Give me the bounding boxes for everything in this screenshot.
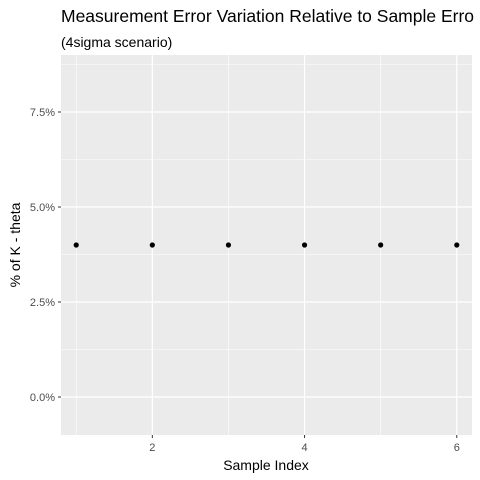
x-axis-title: Sample Index (223, 457, 309, 473)
data-point (454, 242, 460, 248)
y-axis-title: % of K - theta (7, 202, 23, 287)
x-tick-label: 6 (454, 442, 460, 454)
chart-subtitle: (4sigma scenario) (61, 34, 172, 50)
data-point (149, 242, 155, 248)
y-tick-label: 7.5% (30, 107, 55, 119)
y-tick-label: 0.0% (30, 392, 55, 404)
data-point (301, 242, 308, 248)
x-tick-label: 4 (301, 442, 307, 454)
plot-panel (61, 55, 472, 435)
y-axis-ticks: 0.0% 2.5% 5.0% 7.5% (30, 107, 61, 404)
y-tick-label: 2.5% (30, 297, 55, 309)
data-point (378, 242, 384, 248)
x-tick-label: 2 (149, 442, 155, 454)
x-axis-ticks: 2 4 6 (149, 435, 460, 454)
data-points (73, 242, 460, 248)
data-point (73, 242, 79, 248)
data-point (225, 242, 232, 248)
y-tick-label: 5.0% (30, 202, 55, 214)
chart-title: Measurement Error Variation Relative to … (61, 6, 474, 26)
